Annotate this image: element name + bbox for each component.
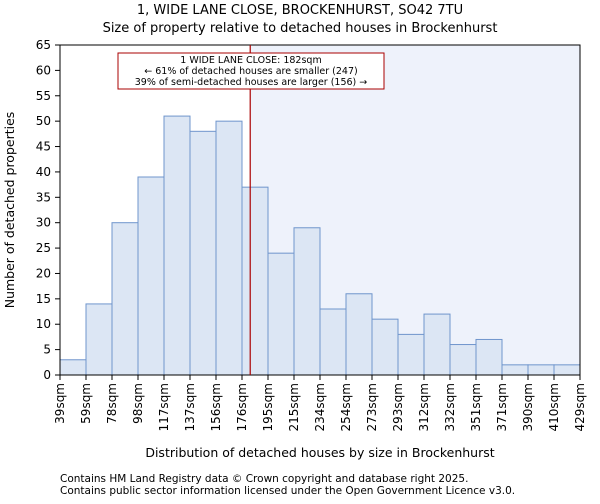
x-tick-label: 78sqm: [105, 383, 119, 424]
footer-line-1: Contains HM Land Registry data © Crown c…: [60, 473, 468, 485]
y-tick-label: 35: [36, 190, 51, 204]
x-tick-label: 137sqm: [183, 383, 197, 431]
x-tick-label: 293sqm: [391, 383, 405, 431]
y-tick-label: 50: [36, 114, 51, 128]
x-tick-label: 390sqm: [521, 383, 535, 431]
plot-border: [59, 44, 581, 376]
bar: [59, 359, 87, 376]
x-tick-label: 351sqm: [469, 383, 483, 431]
annotation-line-2: ← 61% of detached houses are smaller (24…: [144, 66, 357, 77]
x-tick-label: 312sqm: [417, 383, 431, 431]
x-tick-label: 371sqm: [495, 383, 509, 431]
y-axis-ticks: 0 5 10 15 20 25 30 35 40 45 50 55 60 65: [36, 38, 60, 382]
bar: [475, 338, 503, 376]
footer-line-2: Contains public sector information licen…: [60, 485, 515, 497]
y-tick-label: 0: [43, 368, 51, 382]
y-tick-label: 15: [36, 292, 51, 306]
x-tick-label: 429sqm: [573, 383, 587, 431]
bar: [111, 222, 139, 376]
x-tick-label: 195sqm: [261, 383, 275, 431]
bar: [423, 313, 451, 376]
bar: [371, 318, 399, 376]
x-tick-label: 156sqm: [209, 383, 223, 431]
y-tick-label: 40: [36, 165, 51, 179]
bar: [163, 115, 191, 376]
x-axis-label: Distribution of detached houses by size …: [145, 445, 494, 460]
x-tick-label: 176sqm: [235, 383, 249, 431]
x-tick-label: 410sqm: [547, 383, 561, 431]
bar: [215, 120, 243, 376]
bar: [345, 293, 373, 376]
y-tick-label: 45: [36, 140, 51, 154]
chart-title: 1, WIDE LANE CLOSE, BROCKENHURST, SO42 7…: [137, 3, 463, 18]
x-tick-label: 39sqm: [53, 383, 67, 424]
bar: [293, 227, 321, 376]
x-tick-label: 215sqm: [287, 383, 301, 431]
x-tick-label: 117sqm: [157, 383, 171, 431]
bar: [553, 364, 581, 376]
y-tick-label: 10: [36, 317, 51, 331]
x-tick-label: 254sqm: [339, 383, 353, 431]
y-tick-label: 20: [36, 266, 51, 280]
bar: [267, 252, 295, 376]
annotation-line-3: 39% of semi-detached houses are larger (…: [135, 77, 368, 88]
bar: [449, 344, 477, 376]
bar: [85, 303, 113, 376]
y-tick-label: 55: [36, 89, 51, 103]
x-tick-label: 273sqm: [365, 383, 379, 431]
x-tick-label: 234sqm: [313, 383, 327, 431]
y-tick-label: 30: [36, 216, 51, 230]
bar: [397, 333, 425, 376]
annotation-box: [117, 52, 385, 90]
y-tick-label: 65: [36, 38, 51, 52]
bar: [319, 308, 347, 376]
bar: [189, 130, 217, 376]
x-tick-label: 59sqm: [79, 383, 93, 424]
bar: [137, 176, 165, 376]
bar: [501, 364, 529, 376]
bar: [241, 186, 269, 376]
chart-subtitle: Size of property relative to detached ho…: [103, 21, 498, 36]
y-axis-label: Number of detached properties: [2, 112, 17, 309]
bars-group: [59, 115, 581, 376]
y-tick-label: 5: [43, 343, 51, 357]
x-axis-ticks: 39sqm 59sqm 78sqm 98sqm 117sqm 137sqm 156sqm 17…: [53, 375, 587, 431]
y-tick-label: 25: [36, 241, 51, 255]
bar: [527, 364, 555, 376]
x-tick-label: 332sqm: [443, 383, 457, 431]
y-tick-label: 60: [36, 63, 51, 77]
x-tick-label: 98sqm: [131, 383, 145, 424]
annotation-line-1: 1 WIDE LANE CLOSE: 182sqm: [180, 55, 321, 66]
plot-frame: [59, 44, 581, 376]
